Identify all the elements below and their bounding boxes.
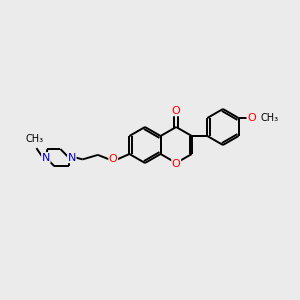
Text: O: O — [172, 106, 181, 116]
Text: O: O — [247, 113, 256, 123]
Text: N: N — [68, 153, 76, 163]
Text: N: N — [42, 153, 50, 163]
Text: O: O — [109, 154, 118, 164]
Text: O: O — [172, 159, 181, 169]
Text: CH₃: CH₃ — [260, 113, 279, 123]
Text: CH₃: CH₃ — [25, 134, 44, 144]
